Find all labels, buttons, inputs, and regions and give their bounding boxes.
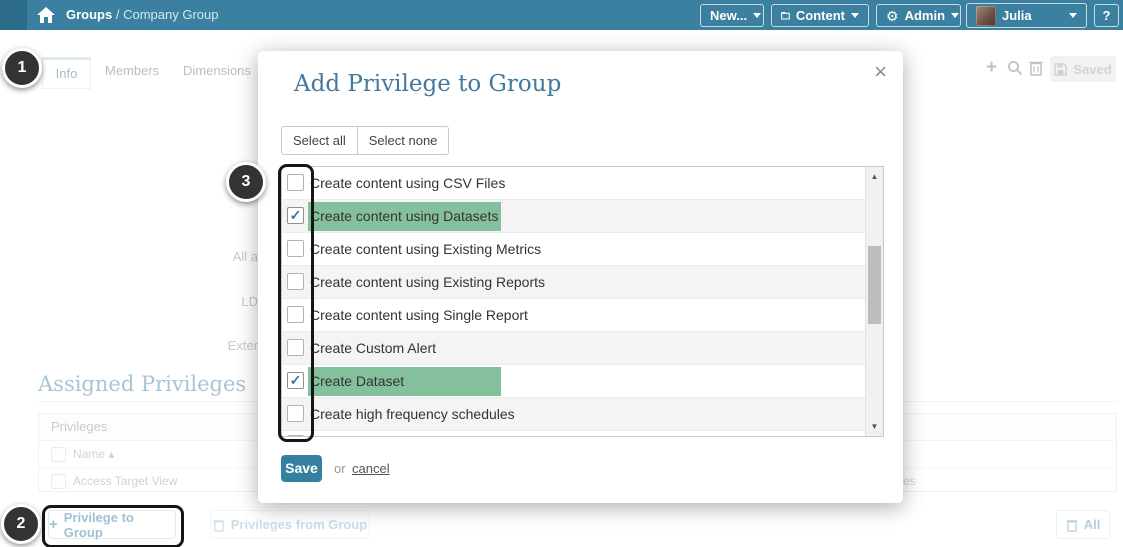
selection-button-group: Select all Select none xyxy=(281,126,450,155)
privilege-checkbox[interactable] xyxy=(287,435,304,436)
scrollbar[interactable]: ▲ ▼ xyxy=(865,167,883,436)
annotation-box-add-button xyxy=(42,505,184,547)
chevron-down-icon xyxy=(951,13,960,18)
breadcrumb: Groups / Company Group xyxy=(66,0,218,30)
add-privilege-dialog: Add Privilege to Group × Select all Sele… xyxy=(258,51,903,503)
dialog-title: Add Privilege to Group xyxy=(294,71,562,97)
select-all-button[interactable]: Select all xyxy=(281,126,358,155)
cancel-link[interactable]: cancel xyxy=(352,461,390,476)
user-avatar xyxy=(976,5,996,26)
scroll-down-icon[interactable]: ▼ xyxy=(870,422,879,431)
privilege-checkbox[interactable] xyxy=(287,306,304,323)
new-button-label: New... xyxy=(710,8,748,23)
privilege-checkbox[interactable] xyxy=(287,339,304,356)
content-menu-button[interactable]: Content xyxy=(771,4,869,27)
or-text: or xyxy=(334,461,346,476)
step-3-badge: 3 xyxy=(226,162,266,202)
privilege-list-rows: Create content using CSV Files ✓ Create co… xyxy=(282,167,867,436)
step-2-badge: 2 xyxy=(1,504,41,544)
save-button[interactable]: Save xyxy=(281,455,322,482)
annotation-box-checkbox-column xyxy=(278,164,314,442)
select-none-button[interactable]: Select none xyxy=(356,126,450,155)
privilege-label: Create content using Single Report xyxy=(310,307,528,323)
privilege-list: Create content using CSV Files ✓ Create co… xyxy=(281,166,884,437)
chevron-down-icon xyxy=(851,13,859,18)
privilege-row[interactable]: ✓ Create content using Datasets xyxy=(282,200,867,233)
step-1-badge: 1 xyxy=(2,48,42,88)
navbar-edge-strip xyxy=(0,0,27,30)
privilege-checkbox[interactable]: ✓ xyxy=(287,372,304,389)
privilege-row[interactable]: Create content using Existing Reports xyxy=(282,266,867,299)
privilege-label: Create content using CSV Files xyxy=(310,175,506,191)
help-button-label: ? xyxy=(1102,8,1111,23)
highlight-bar xyxy=(308,202,501,231)
home-icon[interactable] xyxy=(36,5,56,25)
privilege-row[interactable]: Create content using Single Report xyxy=(282,299,867,332)
privilege-checkbox[interactable] xyxy=(287,240,304,257)
privilege-label: Create Custom Alert xyxy=(310,340,437,356)
content-button-label: Content xyxy=(795,8,845,23)
privilege-label: Create high frequency schedules xyxy=(310,406,515,422)
content-icon xyxy=(781,12,790,20)
breadcrumb-current: / Company Group xyxy=(115,7,219,22)
privilege-row[interactable]: Create Custom Alert xyxy=(282,332,867,365)
new-button[interactable]: New... xyxy=(700,4,764,27)
privilege-row[interactable]: Create content using CSV Files xyxy=(282,167,867,200)
privilege-checkbox[interactable] xyxy=(287,405,304,422)
privilege-label: Create content using Existing Reports xyxy=(310,274,546,290)
privilege-label: Create content using Datasets xyxy=(310,208,499,224)
user-menu-button[interactable]: Julia xyxy=(966,3,1087,28)
chevron-down-icon xyxy=(1069,13,1077,18)
admin-button-label: Admin xyxy=(904,8,946,23)
privilege-row[interactable]: ✓ Create Dataset xyxy=(282,365,867,398)
privilege-checkbox[interactable] xyxy=(287,174,304,191)
privilege-row[interactable]: Create content using Existing Metrics xyxy=(282,233,867,266)
help-button[interactable]: ? xyxy=(1094,4,1119,27)
close-icon[interactable]: × xyxy=(874,59,887,84)
gear-icon: ⚙ xyxy=(886,7,899,24)
privilege-label: Create Dataset xyxy=(310,373,405,389)
scrollbar-thumb[interactable] xyxy=(868,246,881,324)
top-navbar: Groups / Company Group New... Content ⚙ … xyxy=(0,0,1123,30)
chevron-down-icon xyxy=(753,13,762,18)
privilege-label: Create content using Existing Metrics xyxy=(310,241,542,257)
privilege-row[interactable]: Create high frequency schedules xyxy=(282,398,867,431)
scroll-up-icon[interactable]: ▲ xyxy=(870,172,879,181)
user-name-label: Julia xyxy=(1002,8,1032,23)
privilege-row[interactable] xyxy=(282,431,867,436)
privilege-checkbox[interactable]: ✓ xyxy=(287,207,304,224)
breadcrumb-groups[interactable]: Groups xyxy=(66,7,113,22)
admin-menu-button[interactable]: ⚙ Admin xyxy=(876,4,961,27)
privilege-checkbox[interactable] xyxy=(287,273,304,290)
highlight-bar xyxy=(308,367,501,396)
